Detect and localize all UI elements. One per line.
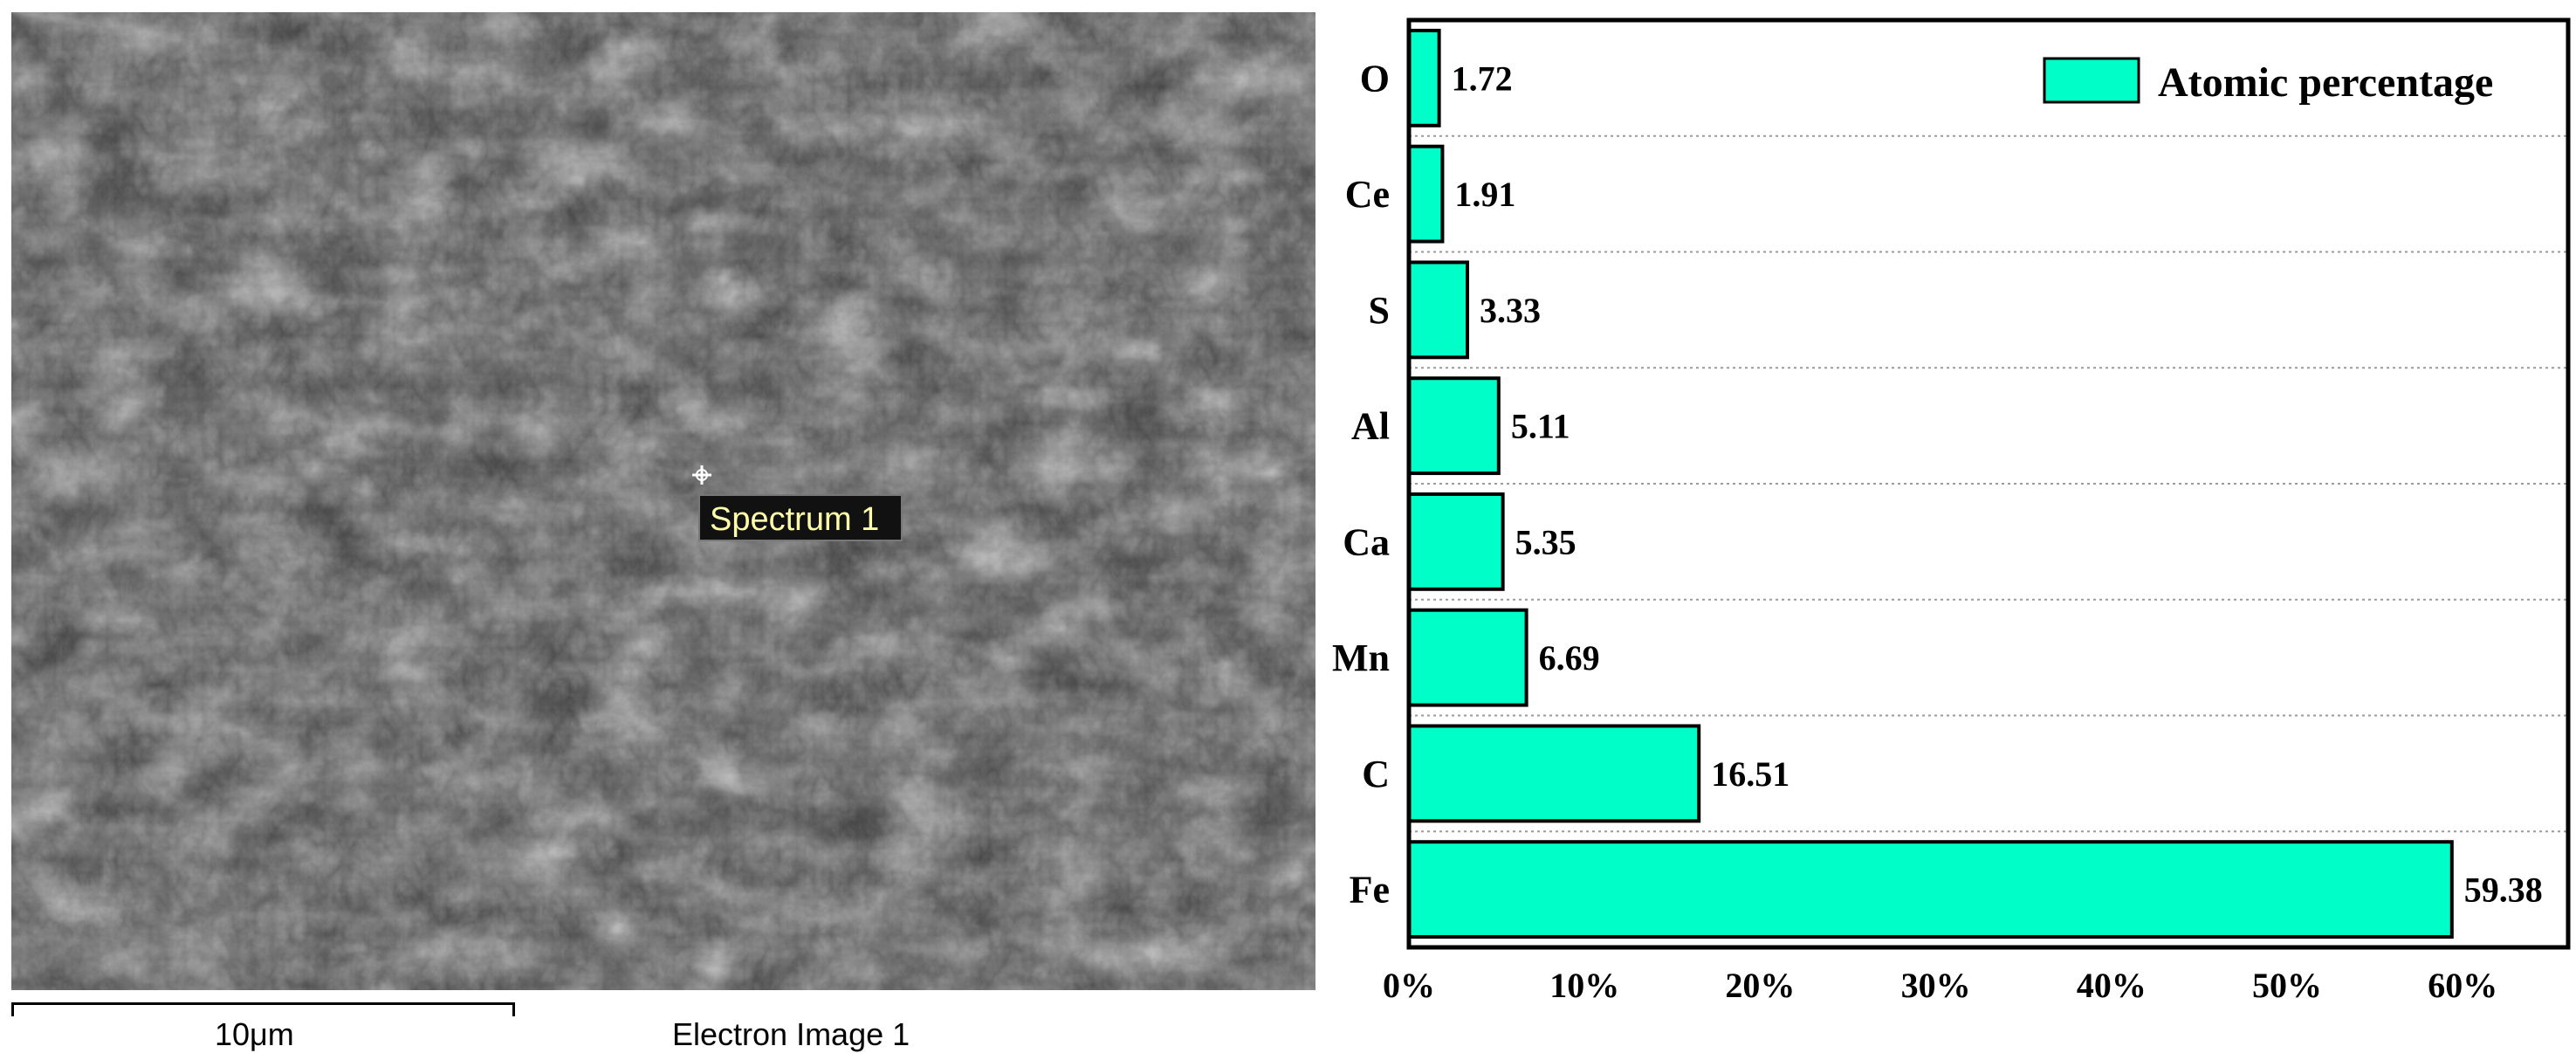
category-label-c: C xyxy=(1362,753,1390,795)
category-label-o: O xyxy=(1360,57,1390,100)
bar-chart-panel: O Ce S Al Ca Mn C Fe 1.72 1.91 3.33 5.11 5.35 6.69 16… xyxy=(1309,0,2576,1043)
category-label-al: Al xyxy=(1351,405,1390,448)
value-label-ca: 5.35 xyxy=(1515,522,1577,561)
value-label-al: 5.11 xyxy=(1511,407,1570,446)
scale-bar xyxy=(11,1002,515,1016)
value-label-fe: 59.38 xyxy=(2464,871,2543,910)
grid-layer xyxy=(1409,134,2568,833)
value-label-mn: 6.69 xyxy=(1539,638,1600,678)
legend-swatch xyxy=(2043,57,2140,104)
x-axis-ticks: 0% 10% 20% 30% 40% 50% 60% xyxy=(1383,966,2497,1005)
x-tick-label: 20% xyxy=(1725,966,1795,1005)
bar-s xyxy=(1407,260,1470,360)
bar-al xyxy=(1407,376,1501,476)
category-label-ca: Ca xyxy=(1343,520,1390,563)
category-label-mn: Mn xyxy=(1332,637,1390,679)
plot-frame xyxy=(1406,17,2571,950)
sem-micrograph: Spectrum 1 xyxy=(11,12,1315,990)
sem-fine-texture xyxy=(11,12,1315,990)
bar-layer xyxy=(1407,28,2454,939)
spectrum-label-box xyxy=(698,494,903,541)
bar-ce xyxy=(1407,144,1445,244)
value-label-c: 16.51 xyxy=(1711,754,1789,794)
category-label-s: S xyxy=(1369,289,1390,332)
bar-o xyxy=(1407,28,1441,127)
x-tick-label: 10% xyxy=(1549,966,1619,1005)
bar-fe xyxy=(1407,840,2454,939)
legend-label: Atomic percentage xyxy=(2158,59,2493,106)
bar-mn xyxy=(1407,608,1528,707)
value-label-o: 1.72 xyxy=(1452,58,1513,98)
category-labels: O Ce S Al Ca Mn C Fe xyxy=(1332,57,1390,911)
legend: Atomic percentage xyxy=(2043,57,2493,106)
sem-image-panel: Spectrum 1 10μm Electron Image 1 xyxy=(11,12,1315,1052)
x-tick-label: 0% xyxy=(1383,966,1435,1005)
x-tick-label: 30% xyxy=(1901,966,1971,1005)
spectrum-marker xyxy=(692,465,711,485)
x-tick-label: 50% xyxy=(2252,966,2322,1005)
value-label-ce: 1.91 xyxy=(1454,175,1515,214)
atomic-percentage-chart: O Ce S Al Ca Mn C Fe 1.72 1.91 3.33 5.11 5.35 6.69 16… xyxy=(1332,17,2571,1005)
value-labels: 1.72 1.91 3.33 5.11 5.35 6.69 16.51 59.38 xyxy=(1452,58,2543,909)
x-tick-label: 40% xyxy=(2077,966,2147,1005)
bar-c xyxy=(1407,724,1701,823)
value-label-s: 3.33 xyxy=(1480,291,1541,330)
scale-bar-label: 10μm xyxy=(215,1016,294,1052)
spectrum-label: Spectrum 1 xyxy=(710,501,879,538)
category-label-ce: Ce xyxy=(1345,173,1390,216)
bar-ca xyxy=(1407,492,1505,591)
x-tick-label: 60% xyxy=(2428,966,2497,1005)
image-caption: Electron Image 1 xyxy=(672,1016,910,1052)
category-label-fe: Fe xyxy=(1350,869,1390,912)
